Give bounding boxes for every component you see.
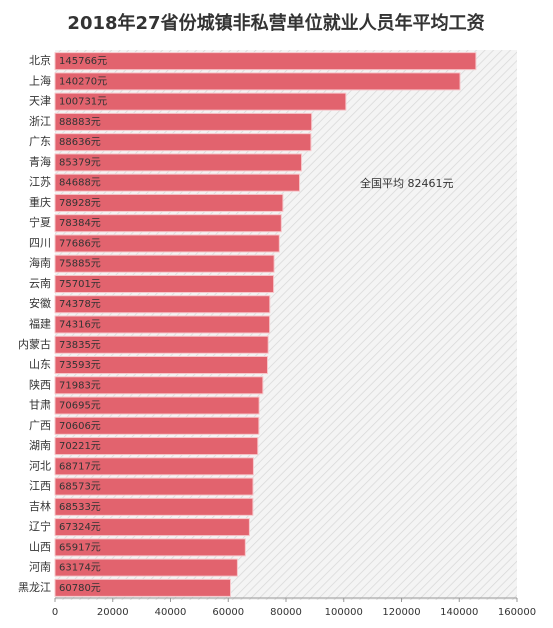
bar (54, 477, 254, 496)
value-label: 75885元 (59, 259, 101, 270)
value-label: 84688元 (59, 178, 101, 189)
bar (54, 92, 347, 111)
value-label: 74316元 (59, 320, 101, 331)
bar (54, 497, 254, 516)
bar (54, 234, 280, 253)
value-label: 65917元 (59, 542, 101, 553)
value-label: 70695元 (59, 401, 101, 412)
y-tick-label: 黑龙江 (18, 581, 51, 594)
y-tick-label: 广东 (29, 135, 51, 148)
y-tick-label: 甘肃 (29, 399, 51, 412)
bar (54, 254, 275, 273)
annotation: 全国平均 82461元 (360, 176, 454, 190)
value-label: 68533元 (59, 502, 101, 513)
value-label: 75701元 (59, 279, 101, 290)
value-label: 70606元 (59, 421, 101, 432)
bar (54, 335, 269, 354)
bar (54, 133, 312, 152)
value-label: 74378元 (59, 299, 101, 310)
bar (54, 437, 259, 456)
y-tick-label: 青海 (29, 154, 51, 168)
x-tick-label: 140000 (440, 607, 478, 618)
y-tick-label: 江西 (29, 480, 51, 493)
value-label: 60780元 (59, 583, 101, 594)
bar (54, 457, 254, 476)
bar (54, 396, 260, 415)
value-label: 78384元 (59, 218, 101, 229)
y-tick-label: 海南 (29, 256, 51, 270)
y-tick-label: 内蒙古 (18, 337, 51, 351)
y-tick-label: 重庆 (29, 195, 51, 209)
chart-title: 2018年27省份城镇非私营单位就业人员年平均工资 (67, 12, 484, 34)
value-label: 145766元 (59, 56, 107, 67)
y-tick-label: 安徽 (29, 296, 51, 310)
value-label: 85379元 (59, 157, 101, 168)
y-tick-label: 云南 (29, 277, 51, 290)
x-tick-label: 80000 (270, 607, 302, 618)
x-tick-label: 120000 (382, 607, 420, 618)
value-label: 78928元 (59, 198, 101, 209)
y-tick-label: 四川 (29, 236, 51, 249)
value-label: 73593元 (59, 360, 101, 371)
value-label: 140270元 (59, 76, 107, 87)
bar (54, 376, 264, 395)
bar (54, 72, 461, 91)
bar (54, 153, 303, 172)
x-tick-label: 160000 (498, 607, 536, 618)
y-tick-label: 宁夏 (29, 215, 51, 229)
value-label: 88636元 (59, 137, 101, 148)
y-tick-label: 湖南 (29, 439, 51, 452)
x-tick-label: 100000 (325, 607, 363, 618)
bar (54, 315, 271, 334)
bar (54, 193, 284, 212)
bar (54, 214, 282, 233)
y-tick-label: 辽宁 (29, 519, 51, 533)
value-label: 68717元 (59, 461, 101, 472)
y-tick-label: 上海 (29, 73, 51, 87)
value-label: 63174元 (59, 563, 101, 574)
x-tick-label: 40000 (155, 607, 187, 618)
value-label: 73835元 (59, 340, 101, 351)
y-tick-label: 河南 (29, 561, 51, 574)
value-label: 100731元 (59, 97, 107, 108)
bar (54, 112, 313, 131)
y-tick-label: 广西 (29, 419, 51, 432)
x-tick-label: 60000 (212, 607, 244, 618)
bar (54, 578, 232, 597)
y-tick-label: 山西 (29, 540, 51, 553)
value-label: 88883元 (59, 117, 101, 128)
y-tick-label: 河北 (29, 459, 51, 472)
x-tick-label: 20000 (97, 607, 129, 618)
y-tick-label: 福建 (29, 317, 51, 331)
y-tick-label: 浙江 (29, 115, 51, 128)
value-label: 70221元 (59, 441, 101, 452)
bar (54, 538, 246, 557)
y-tick-label: 北京 (29, 53, 51, 67)
bar (54, 295, 271, 314)
bar (54, 518, 250, 537)
value-label: 71983元 (59, 380, 101, 391)
bar (54, 52, 477, 71)
y-tick-label: 山东 (29, 358, 51, 371)
bar (54, 173, 301, 192)
y-tick-label: 吉林 (29, 499, 51, 513)
value-label: 68573元 (59, 482, 101, 493)
value-label: 67324元 (59, 522, 101, 533)
value-label: 77686元 (59, 238, 101, 249)
y-tick-label: 天津 (29, 95, 51, 108)
bar (54, 274, 275, 293)
bar (54, 356, 268, 375)
bar (54, 416, 260, 435)
y-tick-label: 江苏 (29, 176, 51, 189)
bar (54, 558, 238, 577)
x-tick-label: 0 (52, 607, 58, 618)
y-tick-label: 陕西 (29, 377, 51, 391)
